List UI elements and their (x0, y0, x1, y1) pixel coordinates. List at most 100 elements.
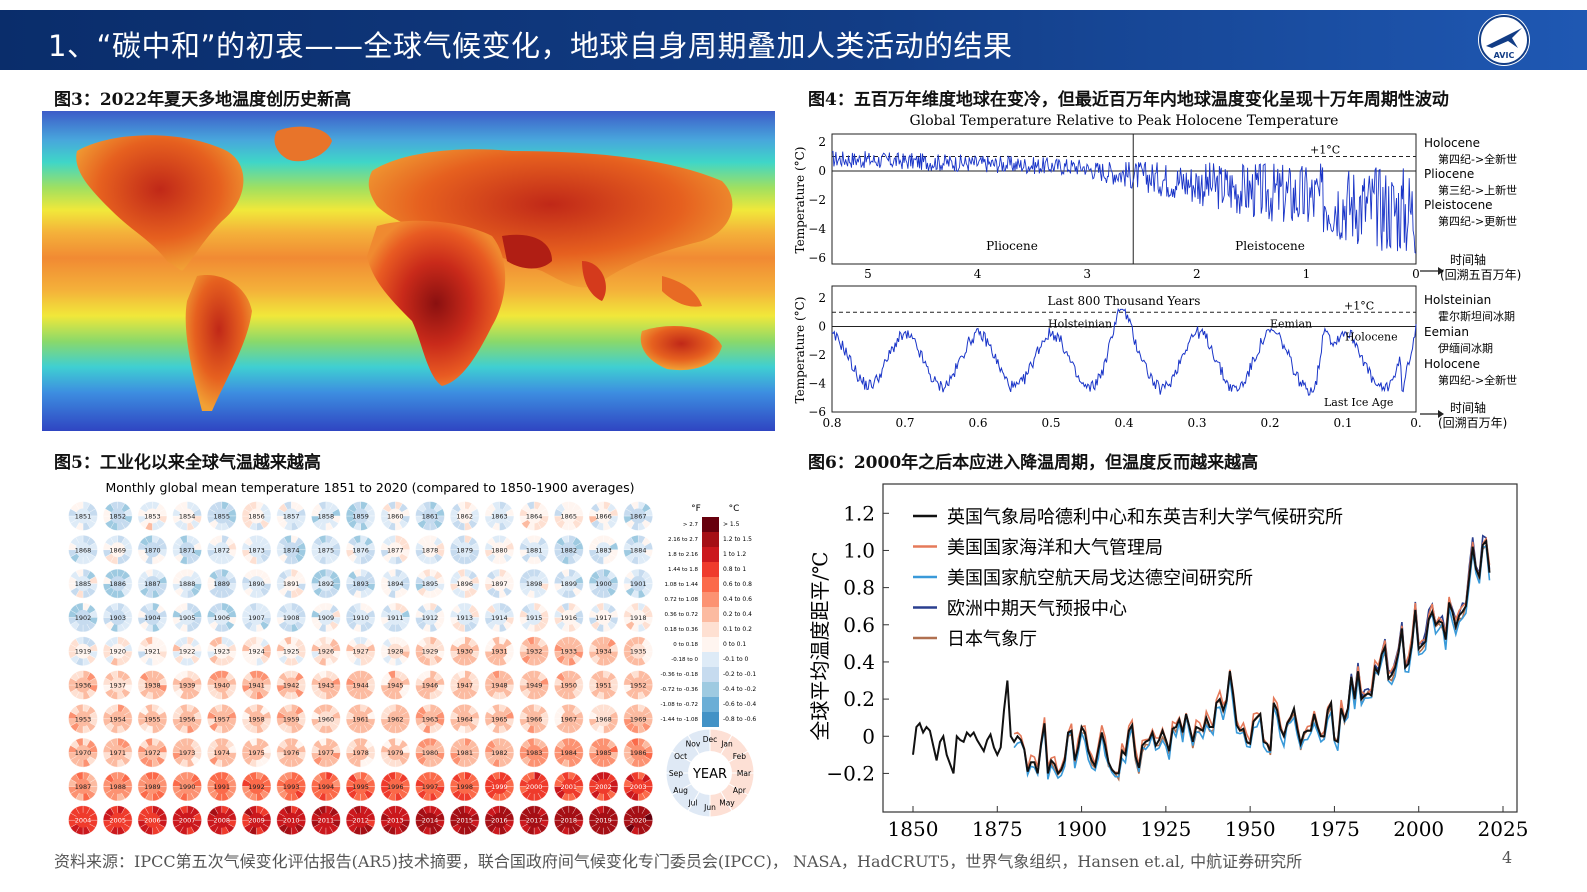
year-label: 1875 (318, 546, 335, 554)
year-center (318, 745, 334, 761)
logo-text: AVIC (1494, 51, 1515, 60)
year-wheel: 1914 (484, 602, 515, 633)
scale-swatch (702, 682, 719, 697)
scale-f-label: -1.08 to -0.72 (661, 702, 698, 708)
scale-c-label: 0 to 0.1 (723, 641, 746, 648)
scale-f-label: > 2.7 (683, 522, 699, 528)
x-tick-label: 1975 (1309, 817, 1360, 841)
year-wheel: 1868 (68, 535, 98, 565)
year-center (422, 508, 438, 524)
year-center (630, 778, 646, 794)
top-ytick-label: 2 (818, 135, 826, 149)
year-wheel: 1875 (311, 535, 341, 565)
year-wheel: 1945 (380, 670, 410, 700)
year-wheel: 2008 (207, 805, 237, 835)
year-label: 1927 (352, 648, 369, 656)
scale-swatch (702, 592, 719, 607)
scale-header-c: °C (729, 504, 740, 514)
year-center (526, 609, 542, 625)
year-center (283, 643, 299, 659)
legend-month-label: Nov (686, 740, 701, 749)
year-center (491, 677, 507, 693)
year-center (318, 542, 334, 558)
x-tick-label: 1850 (888, 817, 939, 841)
year-wheel: 1883 (588, 535, 619, 565)
year-center (179, 778, 195, 794)
year-wheel: 1888 (172, 568, 202, 599)
year-center (526, 711, 542, 727)
year-center (75, 677, 91, 693)
legend-label: 欧洲中期天气预报中心 (947, 599, 1127, 620)
legend-month-label: Aug (673, 786, 688, 795)
year-wheel: 2015 (450, 805, 480, 835)
eurasia-shape (368, 149, 733, 288)
year-label: 1936 (75, 682, 92, 690)
year-label: 1973 (179, 749, 196, 757)
year-center (283, 542, 299, 558)
greenland-shape (274, 126, 332, 162)
year-center (596, 542, 611, 558)
year-wheel: 2006 (137, 805, 168, 835)
year-wheel: 1956 (172, 704, 202, 734)
year-wheel: 1992 (241, 771, 272, 802)
year-center (179, 711, 195, 727)
year-label: 1984 (561, 749, 578, 757)
year-center (561, 508, 577, 524)
year-label: 1969 (630, 715, 647, 723)
year-center (526, 576, 542, 592)
year-center (249, 576, 264, 592)
region-pleistocene-label: Pleistocene (1235, 239, 1305, 253)
year-wheel: 1951 (588, 670, 619, 700)
year-label: 1960 (318, 715, 335, 723)
scale-c-label: 0.6 to 0.8 (723, 581, 752, 588)
year-center (387, 711, 403, 727)
year-center (353, 711, 369, 727)
year-label: 1937 (109, 682, 126, 690)
year-center (214, 711, 230, 727)
bottom-xtick-label: 0.5 (1041, 416, 1060, 430)
year-center (110, 609, 126, 625)
year-center (491, 643, 507, 659)
scale-c-label: 0.2 to 0.4 (723, 611, 752, 618)
year-center (318, 778, 334, 794)
year-wheel: 1889 (207, 568, 237, 599)
year-wheel: 1943 (311, 670, 341, 700)
year-center (387, 542, 403, 558)
year-label: 2018 (561, 817, 578, 825)
bottom-time-arrowhead (1438, 410, 1444, 418)
year-center (561, 576, 577, 592)
fig4-caption: 图4：五百万年维度地球在变冷，但最近百万年内地球温度变化呈现十万年周期性波动 (808, 90, 1449, 110)
year-wheel: 1854 (172, 501, 202, 531)
year-label: 1907 (248, 614, 265, 622)
year-wheel: 1953 (68, 704, 98, 734)
year-label: 1989 (144, 783, 161, 791)
year-label: 2002 (595, 783, 612, 791)
year-label: 1874 (283, 546, 300, 554)
year-wheel: 1900 (588, 568, 619, 599)
year-label: 1974 (214, 749, 231, 757)
year-label: 1941 (248, 682, 265, 690)
year-center (283, 778, 299, 794)
year-wheel: 2018 (554, 805, 584, 835)
year-center (214, 508, 230, 524)
year-label: 1924 (248, 648, 265, 656)
year-wheel: 1941 (241, 670, 272, 700)
year-wheel: 1946 (415, 670, 445, 700)
year-label: 1942 (283, 682, 300, 690)
year-wheel: 1982 (484, 737, 515, 768)
year-label: 1946 (422, 682, 439, 690)
annot-eemian: Eemian (1270, 318, 1312, 331)
bottom-xtick-label: 0.7 (895, 416, 914, 430)
year-label: 1872 (214, 546, 231, 554)
year-label: 1896 (456, 580, 473, 588)
temperature-wheels-chart: Monthly global mean temperature 1851 to … (68, 480, 756, 835)
year-center (387, 778, 403, 794)
year-label: 1934 (595, 648, 612, 656)
year-center (75, 711, 91, 727)
scale-swatch (702, 697, 719, 712)
year-center (561, 711, 577, 727)
year-wheel: 1987 (68, 771, 98, 802)
year-label: 1864 (526, 513, 543, 521)
top-legend-zh: 第三纪->上新世 (1438, 183, 1517, 197)
year-center (353, 677, 369, 693)
